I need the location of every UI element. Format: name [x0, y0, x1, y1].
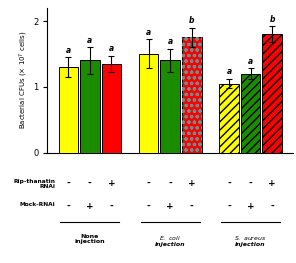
Text: -: -: [168, 179, 172, 188]
Text: +: +: [247, 202, 254, 211]
Bar: [160, 60, 180, 153]
Text: a: a: [87, 36, 92, 45]
Text: -: -: [66, 202, 70, 211]
Text: a: a: [168, 37, 173, 46]
Text: $S.\ aureus$
injection: $S.\ aureus$ injection: [234, 234, 267, 247]
Text: +: +: [268, 179, 276, 188]
Text: -: -: [227, 202, 231, 211]
Bar: [182, 38, 202, 153]
Text: -: -: [249, 179, 252, 188]
Text: +: +: [108, 179, 115, 188]
Text: $E.\ coli$
injection: $E.\ coli$ injection: [155, 234, 186, 247]
Text: a: a: [146, 28, 151, 37]
Y-axis label: Bacterial CFUs (× 10$^{7}$ cells): Bacterial CFUs (× 10$^{7}$ cells): [18, 31, 30, 129]
Text: -: -: [110, 202, 113, 211]
Text: a: a: [226, 67, 231, 76]
Text: -: -: [88, 179, 92, 188]
Text: +: +: [166, 202, 174, 211]
Text: b: b: [269, 15, 275, 24]
Bar: [241, 74, 260, 153]
Bar: [182, 38, 202, 153]
Text: a: a: [109, 44, 114, 53]
Text: -: -: [66, 179, 70, 188]
Text: None
injection: None injection: [75, 234, 105, 244]
Bar: [139, 54, 158, 153]
Text: -: -: [147, 202, 151, 211]
Bar: [59, 67, 78, 153]
Bar: [80, 60, 100, 153]
Text: +: +: [86, 202, 94, 211]
Text: -: -: [227, 179, 231, 188]
Text: -: -: [270, 202, 274, 211]
Bar: [102, 64, 121, 153]
Text: b: b: [189, 16, 194, 25]
Bar: [262, 34, 282, 153]
Text: a: a: [248, 57, 253, 66]
Text: +: +: [188, 179, 196, 188]
Text: a: a: [66, 45, 71, 55]
Text: -: -: [190, 202, 194, 211]
Text: Mock-RNAi: Mock-RNAi: [20, 202, 56, 207]
Text: Rip-thanatin
RNAi: Rip-thanatin RNAi: [14, 179, 56, 189]
Bar: [219, 84, 239, 153]
Text: -: -: [147, 179, 151, 188]
